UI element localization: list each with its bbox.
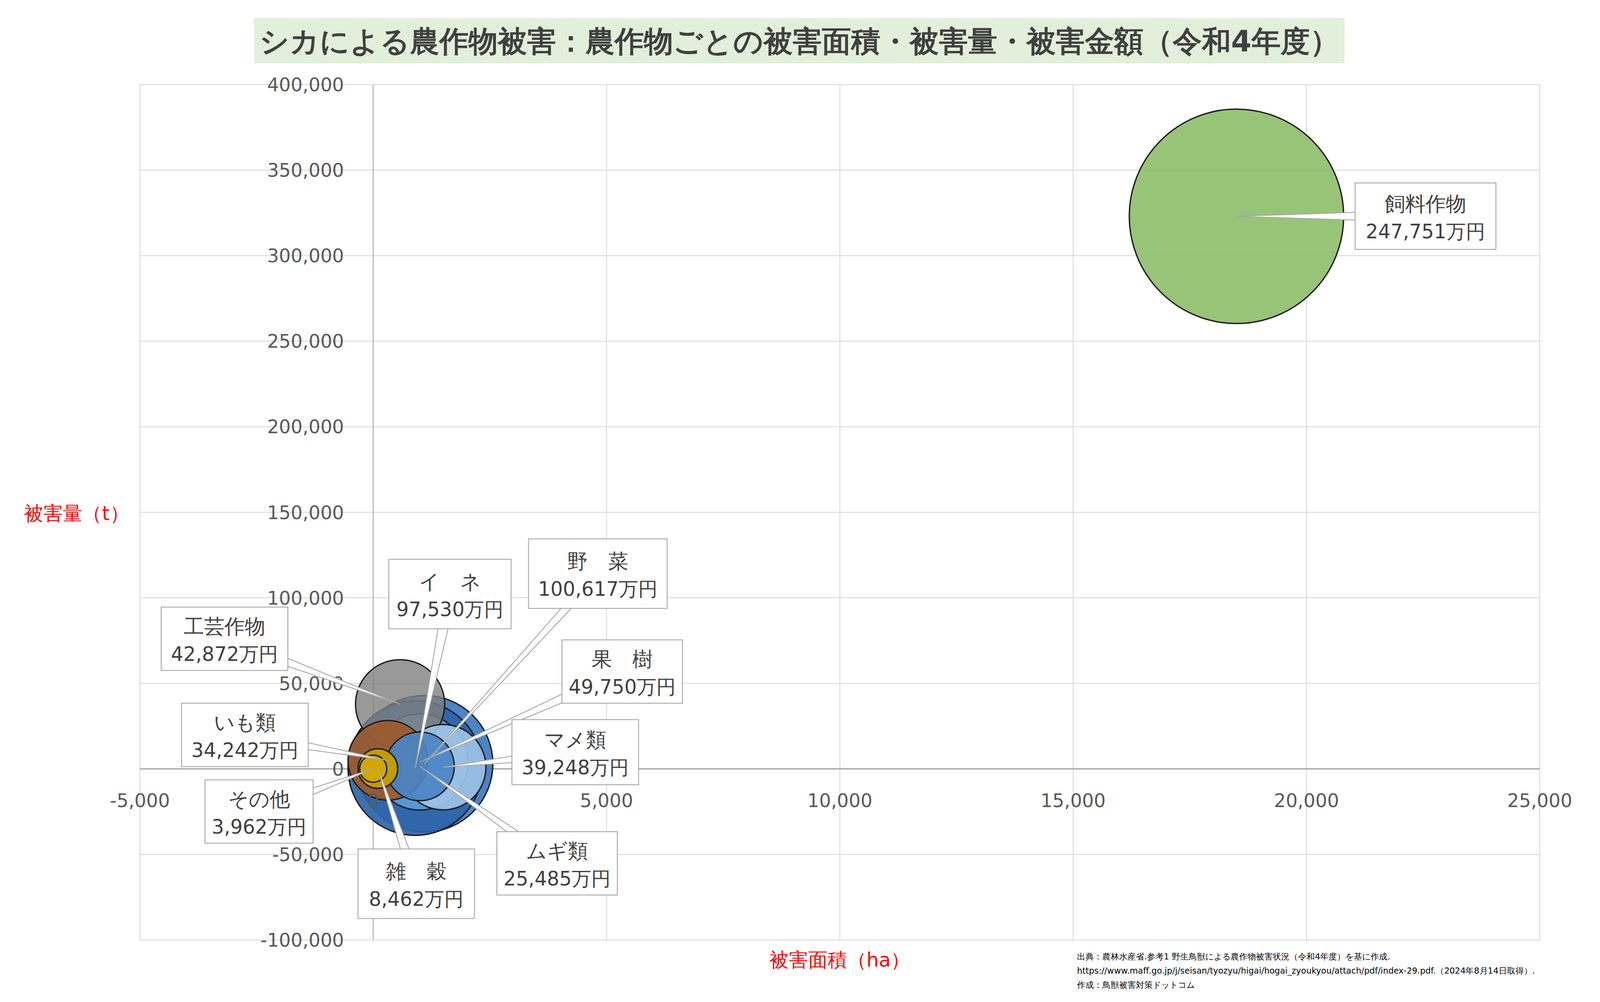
x-tick-label: 15,000 bbox=[1040, 789, 1106, 812]
tick-labels: -5,000 0 5,000 10,000 15,000 20,000 25,000 -100… bbox=[109, 73, 1573, 951]
data-label-value: 42,872万円 bbox=[170, 642, 279, 666]
grid bbox=[139, 84, 1540, 940]
y-tick-label: 200,000 bbox=[267, 415, 345, 438]
data-label-name: 野 菜 bbox=[567, 549, 629, 574]
background bbox=[0, 0, 1600, 1002]
data-label-value: 100,617万円 bbox=[538, 577, 658, 601]
data-label-value: 34,242万円 bbox=[191, 738, 299, 762]
y-tick-label: -50,000 bbox=[272, 843, 345, 866]
x-axis-title: 被害面積（ha） bbox=[769, 948, 911, 971]
callout-box bbox=[161, 607, 288, 671]
callout-box bbox=[205, 779, 314, 844]
data-label-name: マメ類 bbox=[544, 727, 607, 752]
y-tick-label: 250,000 bbox=[267, 330, 345, 353]
callout-box bbox=[511, 719, 639, 785]
grid-line-y bbox=[139, 597, 1540, 599]
y-tick-label: 50,000 bbox=[278, 672, 345, 695]
y-tick-label: 0 bbox=[332, 758, 345, 780]
x-tick-label: 10,000 bbox=[807, 789, 873, 812]
data-label-name: 果 樹 bbox=[591, 646, 653, 671]
callout-box bbox=[528, 538, 668, 609]
x-tick-label: 5,000 bbox=[580, 789, 634, 812]
title-group: シカによる農作物被害：農作物ごとの被害面積・被害量・被害金額（令和4年度） bbox=[254, 18, 1345, 64]
data-label-value: 39,248万円 bbox=[521, 755, 629, 779]
grid-line-y bbox=[139, 340, 1540, 342]
x-tick-label: -5,000 bbox=[109, 789, 170, 812]
grid-line-y bbox=[139, 426, 1540, 427]
data-label-value: 8,462万円 bbox=[368, 887, 464, 911]
bubbles bbox=[348, 108, 1344, 835]
data-label-name: イ ネ bbox=[418, 569, 481, 594]
y-tick-label: -100,000 bbox=[260, 929, 345, 951]
callout-box bbox=[496, 831, 618, 895]
grid-line-y bbox=[139, 853, 1540, 855]
callout-box bbox=[561, 639, 683, 704]
source-note: 出典：農林水産省.参考1 野生鳥獣による農作物被害状況（令和4年度）を基に作成.… bbox=[1076, 951, 1535, 990]
data-label-name: その他 bbox=[228, 786, 291, 811]
title-background bbox=[254, 18, 1345, 64]
callout-box bbox=[181, 703, 309, 767]
source-line: 出典：農林水産省.参考1 野生鳥獣による農作物被害状況（令和4年度）を基に作成. bbox=[1076, 951, 1391, 961]
grid-line-y bbox=[139, 511, 1540, 513]
y-tick-label: 300,000 bbox=[267, 244, 345, 267]
x-tick-label: 25,000 bbox=[1507, 789, 1573, 812]
data-label-name: 工芸作物 bbox=[183, 614, 266, 639]
source-line: https://www.maff.go.jp/j/seisan/tyozyu/h… bbox=[1076, 965, 1535, 976]
chart: シカによる農作物被害：農作物ごとの被害面積・被害量・被害金額（令和4年度） -5,… bbox=[0, 0, 1600, 1002]
y-tick-label: 400,000 bbox=[267, 73, 345, 96]
data-label-name: 雑 穀 bbox=[385, 859, 447, 884]
data-label-value: 25,485万円 bbox=[503, 867, 611, 890]
callout-box bbox=[388, 559, 512, 629]
source-line: 作成：鳥獣被害対策ドットコム bbox=[1076, 979, 1195, 990]
data-label-value: 247,751万円 bbox=[1365, 220, 1486, 243]
callout-box bbox=[358, 848, 475, 919]
data-label-value: 49,750万円 bbox=[568, 675, 676, 698]
y-tick-label: 100,000 bbox=[267, 587, 345, 609]
plot-frame bbox=[139, 84, 1540, 940]
data-label-name: いも類 bbox=[213, 710, 276, 735]
data-label-name: 飼料作物 bbox=[1384, 191, 1467, 216]
title: シカによる農作物被害：農作物ごとの被害面積・被害量・被害金額（令和4年度） bbox=[259, 24, 1340, 59]
x-tick-label: 0 bbox=[367, 789, 380, 812]
y-tick-label: 150,000 bbox=[267, 501, 345, 524]
data-label-value: 97,530万円 bbox=[396, 597, 504, 621]
x-tick-label: 20,000 bbox=[1274, 789, 1340, 812]
y-tick-label: 350,000 bbox=[267, 159, 345, 182]
data-label-value: 3,962万円 bbox=[211, 815, 307, 838]
data-labels: 飼料作物 247,751万円野 菜 100,617万円 イ ネ 97,530万円果 樹 4… bbox=[161, 182, 1496, 919]
data-label-name: ムギ類 bbox=[526, 838, 589, 863]
callout-box bbox=[1355, 182, 1496, 250]
y-axis-title: 被害量（t） bbox=[23, 501, 129, 525]
